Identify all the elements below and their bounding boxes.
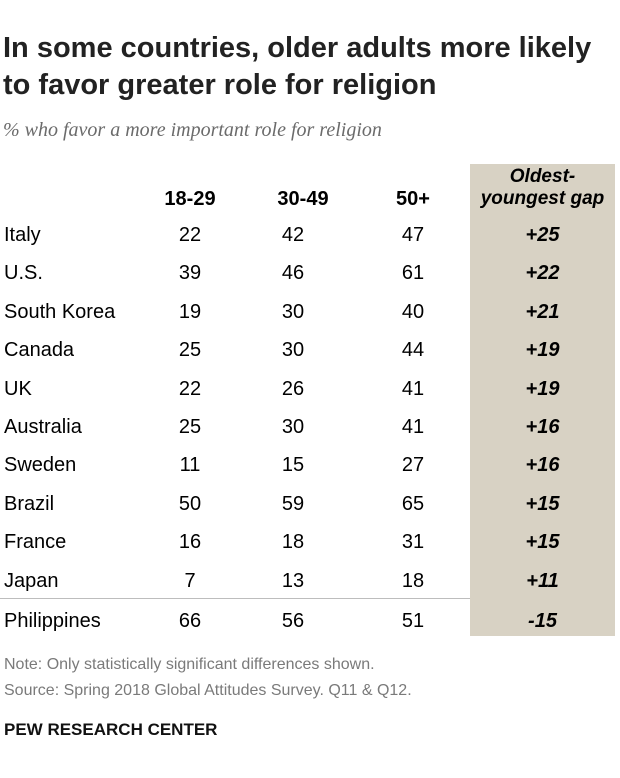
value-cell: 59: [281, 492, 305, 515]
country-label: Australia: [4, 416, 82, 438]
column-header-30-49: 30-49: [277, 188, 329, 210]
country-label: South Korea: [4, 300, 116, 323]
value-cell: 61: [401, 262, 425, 285]
gap-value: +11: [526, 569, 559, 592]
gap-value: +15: [525, 492, 560, 515]
column-header-50-plus: 50+: [396, 188, 430, 210]
value-cell: 56: [281, 610, 305, 632]
country-label: U.S.: [4, 262, 43, 285]
table-row: South Korea 19 30 40 +21: [0, 293, 620, 331]
value-cell: 16: [178, 531, 202, 554]
value-cell: 25: [178, 416, 202, 438]
gap-header-line-1: Oldest-: [509, 166, 576, 187]
table-row: France 16 18 31 +15: [0, 523, 620, 561]
gap-header-line-2: youngest gap: [480, 188, 605, 209]
value-cell: 42: [281, 224, 305, 246]
value-cell: 15: [281, 454, 305, 477]
table-row: Canada 25 30 44 +19: [0, 331, 620, 369]
table-row: UK 22 26 41 +19: [0, 370, 620, 408]
value-cell: 40: [401, 300, 425, 323]
country-label: Philippines: [4, 610, 101, 632]
source-text: Source: Spring 2018 Global Attitudes Sur…: [4, 682, 412, 699]
value-cell: 66: [178, 610, 202, 632]
note-text: Note: Only statistically significant dif…: [4, 656, 375, 673]
chart-subtitle: % who favor a more important role for re…: [3, 119, 382, 141]
gap-value: +19: [525, 339, 560, 362]
value-cell: 50: [178, 492, 202, 515]
value-cell: 13: [281, 569, 305, 592]
value-cell: 26: [281, 377, 305, 400]
country-label: Canada: [4, 339, 75, 362]
country-label: Japan: [4, 569, 59, 592]
value-cell: 41: [401, 416, 425, 438]
value-cell: 18: [401, 569, 425, 592]
value-cell: 41: [401, 377, 425, 400]
gap-value: +21: [525, 300, 560, 323]
value-cell: 30: [281, 300, 305, 323]
table-row: Italy 22 42 47 +25: [0, 216, 620, 254]
country-label: Italy: [4, 224, 41, 246]
footer-brand: PEW RESEARCH CENTER: [4, 720, 218, 739]
country-label: Brazil: [4, 492, 55, 515]
value-cell: 31: [401, 531, 425, 554]
chart-title: In some countries, older adults more lik…: [3, 32, 592, 101]
country-label: Sweden: [4, 454, 77, 477]
value-cell: 19: [178, 300, 202, 323]
country-label: France: [4, 531, 67, 554]
value-cell: 25: [178, 339, 202, 362]
value-cell: 47: [401, 224, 425, 246]
table-row: Philippines 66 56 51 -15: [0, 602, 620, 640]
table-row: Japan 7 13 18 +11: [0, 562, 620, 600]
value-cell: 65: [401, 492, 425, 515]
value-cell: 18: [281, 531, 305, 554]
value-cell: 22: [178, 224, 202, 246]
gap-value: -15: [528, 610, 557, 632]
column-header-gap: Oldest- youngest gap: [470, 166, 615, 210]
value-cell: 39: [178, 262, 202, 285]
value-cell: 7: [184, 569, 196, 592]
gap-value: +16: [525, 454, 560, 477]
row-divider: [0, 598, 470, 599]
gap-value: +22: [525, 262, 560, 285]
value-cell: 27: [401, 454, 425, 477]
table-row: Brazil 50 59 65 +15: [0, 485, 620, 523]
column-header-18-29: 18-29: [164, 188, 216, 210]
table-row: Australia 25 30 41 +16: [0, 408, 620, 446]
value-cell: 46: [281, 262, 305, 285]
value-cell: 22: [178, 377, 202, 400]
value-cell: 11: [179, 454, 201, 477]
gap-value: +19: [525, 377, 560, 400]
gap-value: +25: [525, 224, 560, 246]
gap-value: +16: [525, 416, 560, 438]
table-row: Sweden 11 15 27 +16: [0, 446, 620, 484]
value-cell: 30: [281, 416, 305, 438]
country-label: UK: [4, 377, 32, 400]
value-cell: 51: [401, 610, 425, 632]
value-cell: 30: [281, 339, 305, 362]
gap-value: +15: [525, 531, 560, 554]
table-row: U.S. 39 46 61 +22: [0, 254, 620, 292]
value-cell: 44: [401, 339, 425, 362]
gap-column-highlight: [470, 164, 615, 636]
